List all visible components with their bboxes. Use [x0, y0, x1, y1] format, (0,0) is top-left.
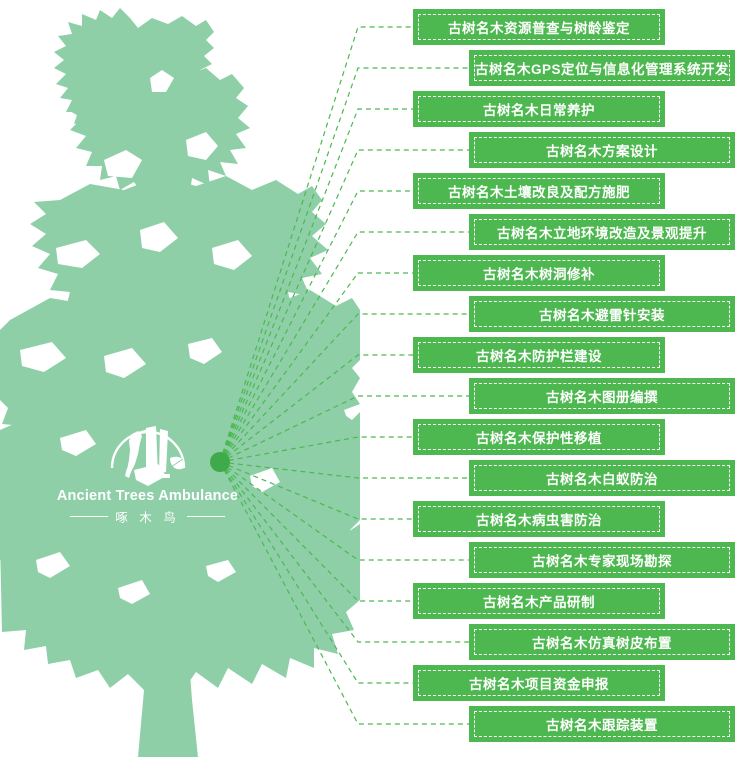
service-box-label: 古树名木图册编撰 — [546, 390, 658, 405]
service-box-label: 古树名木GPS定位与信息化管理系统开发 — [474, 62, 729, 77]
service-box[interactable]: 古树名木GPS定位与信息化管理系统开发 — [469, 50, 735, 86]
woodpecker-on-trunk-emblem — [110, 426, 185, 478]
service-box[interactable]: 古树名木防护栏建设 — [413, 337, 665, 373]
service-box-label: 古树名木跟踪装置 — [546, 718, 658, 733]
service-box[interactable]: 古树名木专家现场勘探 — [469, 542, 735, 578]
service-box-label: 古树名木防护栏建设 — [476, 349, 602, 364]
service-box-label: 古树名木仿真树皮布置 — [532, 636, 672, 651]
service-box[interactable]: 古树名木方案设计 — [469, 132, 735, 168]
service-box[interactable]: 古树名木资源普查与树龄鉴定 — [413, 9, 665, 45]
service-box-label: 古树名木土壤改良及配方施肥 — [448, 185, 630, 200]
logo-wordmark: Ancient Trees Ambulance — [56, 488, 239, 504]
service-box-label: 古树名木专家现场勘探 — [532, 554, 672, 569]
service-box-label: 古树名木病虫害防治 — [476, 513, 602, 528]
service-box[interactable]: 古树名木跟踪装置 — [469, 706, 735, 742]
service-box[interactable]: 古树名木仿真树皮布置 — [469, 624, 735, 660]
logo-rule-right — [186, 516, 225, 517]
service-box-label: 古树名木项目资金申报 — [469, 677, 609, 692]
service-box-label: 古树名木白蚁防治 — [546, 472, 658, 487]
service-box-label: 古树名木避雷针安装 — [539, 308, 665, 323]
service-box-label: 古树名木资源普查与树龄鉴定 — [448, 21, 630, 36]
service-box[interactable]: 古树名木保护性移植 — [413, 419, 665, 455]
service-box-label: 古树名木日常养护 — [483, 103, 595, 118]
logo-sub-wordmark-row: 啄 木 鸟 — [55, 507, 240, 526]
service-box[interactable]: 古树名木日常养护 — [413, 91, 665, 127]
logo-sub-wordmark: 啄 木 鸟 — [115, 511, 180, 525]
tree-silhouette-artwork — [0, 8, 360, 757]
service-box-label: 古树名木产品研制 — [483, 595, 595, 610]
service-box[interactable]: 古树名木避雷针安装 — [469, 296, 735, 332]
service-box[interactable]: 古树名木图册编撰 — [469, 378, 735, 414]
service-box[interactable]: 古树名木白蚁防治 — [469, 460, 735, 496]
service-box-label: 古树名木保护性移植 — [476, 431, 602, 446]
service-box-label: 古树名木立地环境改造及景观提升 — [497, 226, 707, 241]
service-box[interactable]: 古树名木树洞修补 — [413, 255, 665, 291]
service-box[interactable]: 古树名木病虫害防治 — [413, 501, 665, 537]
logo-rule-left — [70, 516, 109, 517]
service-box[interactable]: 古树名木产品研制 — [413, 583, 665, 619]
service-box-label: 古树名木树洞修补 — [483, 267, 595, 282]
service-box[interactable]: 古树名木土壤改良及配方施肥 — [413, 173, 665, 209]
hub-node — [210, 452, 230, 472]
service-box-label: 古树名木方案设计 — [546, 144, 658, 159]
service-box[interactable]: 古树名木项目资金申报 — [413, 665, 665, 701]
service-box[interactable]: 古树名木立地环境改造及景观提升 — [469, 214, 735, 250]
